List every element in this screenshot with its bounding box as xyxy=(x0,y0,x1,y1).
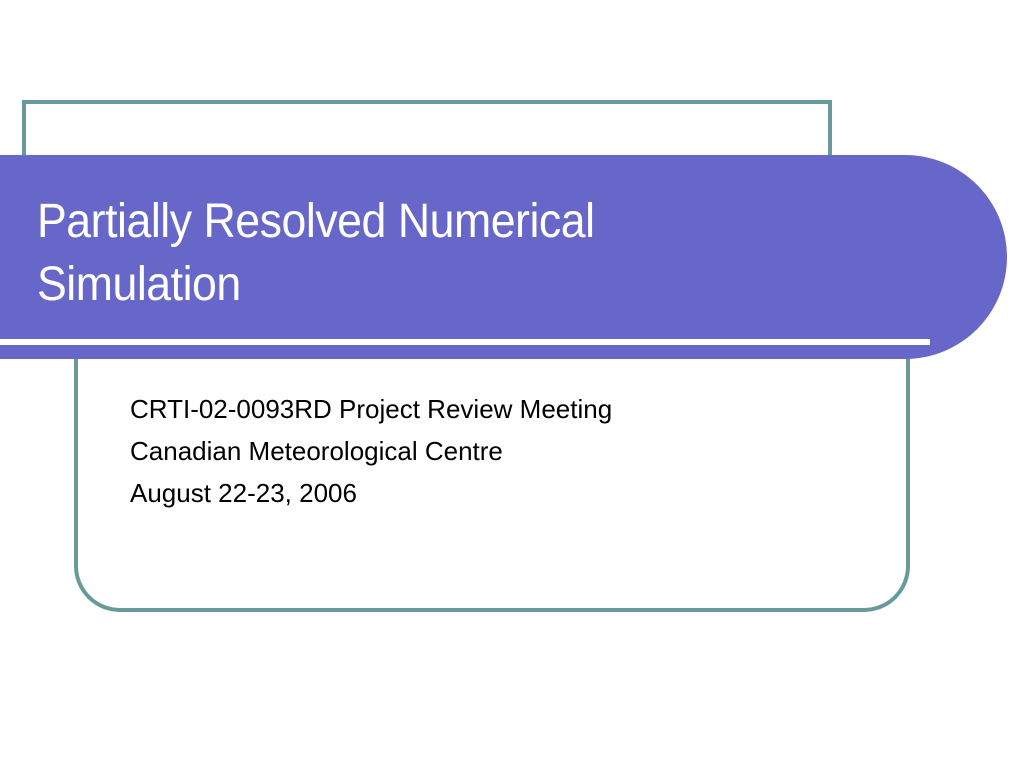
title-line: Simulation xyxy=(37,258,241,311)
slide-title: Partially Resolved Numerical Simulation xyxy=(37,190,595,316)
subtitle-line-date: August 22-23, 2006 xyxy=(130,478,357,508)
title-line: Partially Resolved Numerical xyxy=(37,195,595,248)
title-band xyxy=(0,155,1007,359)
slide-subtitle: CRTI-02-0093RD Project Review Meeting Ca… xyxy=(130,388,612,514)
subtitle-line-organization: Canadian Meteorological Centre xyxy=(130,436,503,466)
subtitle-line-meeting: CRTI-02-0093RD Project Review Meeting xyxy=(130,394,613,424)
title-band-underline xyxy=(0,339,930,345)
